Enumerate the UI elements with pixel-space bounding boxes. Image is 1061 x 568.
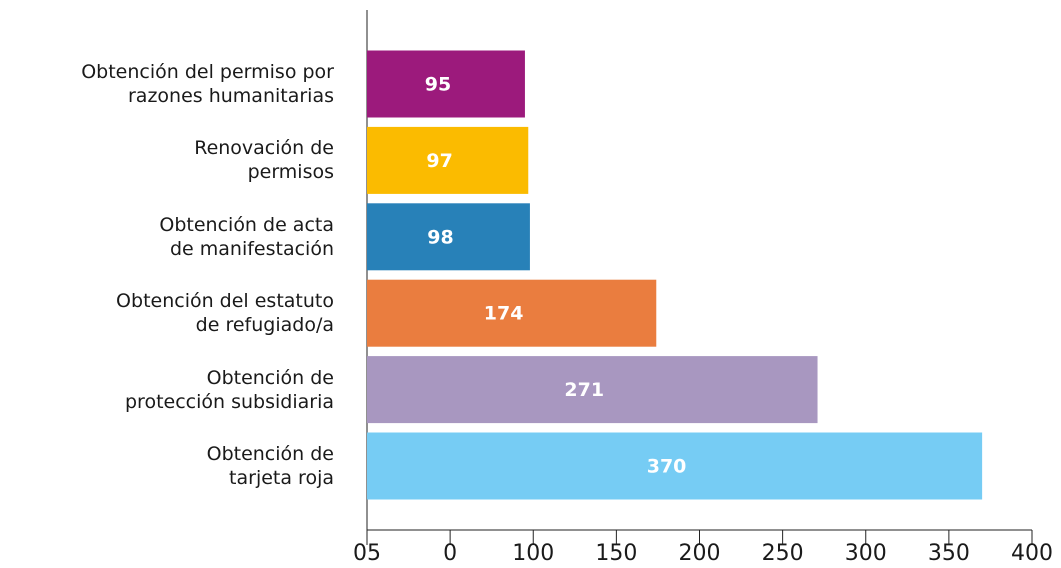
category-label: Obtención del estatuto de refugiado/a [116,290,334,337]
bar [367,50,525,118]
value-label: 271 [564,379,604,401]
value-label: 97 [426,150,452,172]
x-tick-label: 350 [928,541,970,566]
value-label: 370 [647,456,687,478]
value-label: 95 [425,74,451,96]
category-label: Obtención de protección subsidiaria [125,366,334,413]
category-label: Obtención de tarjeta roja [206,443,334,489]
x-tick-label: 0 [443,541,457,566]
value-label: 98 [427,226,453,248]
bar [367,203,530,271]
bar [367,356,818,424]
x-tick-label: 100 [512,541,554,566]
x-tick-label: 300 [845,541,887,566]
bar [367,432,983,500]
category-label: Renovación de permisos [194,137,334,184]
category-label: Obtención de acta de manifestación [159,213,334,260]
bar [367,279,657,347]
x-tick-label: 200 [679,541,721,566]
x-tick-label: 400 [1011,541,1053,566]
category-label: Obtención del permiso por razones humani… [81,61,334,107]
x-tick-label: 05 [353,541,381,566]
x-tick-label: 250 [762,541,804,566]
bar [367,126,529,194]
value-label: 174 [484,303,524,325]
x-tick-label: 150 [595,541,637,566]
